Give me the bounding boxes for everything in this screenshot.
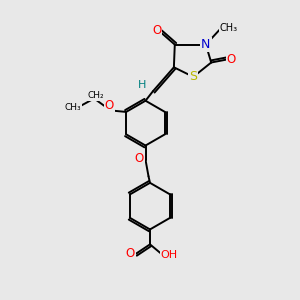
Text: N: N <box>201 38 211 51</box>
Text: OH: OH <box>160 250 178 260</box>
Text: O: O <box>104 99 114 112</box>
Text: O: O <box>226 53 236 66</box>
Text: S: S <box>189 70 197 83</box>
Text: CH₃: CH₃ <box>220 22 238 33</box>
Text: O: O <box>134 152 144 165</box>
Text: CH₃: CH₃ <box>65 103 82 112</box>
Text: O: O <box>126 248 135 260</box>
Text: H: H <box>138 80 147 90</box>
Text: CH₂: CH₂ <box>87 91 104 100</box>
Text: O: O <box>152 24 161 37</box>
